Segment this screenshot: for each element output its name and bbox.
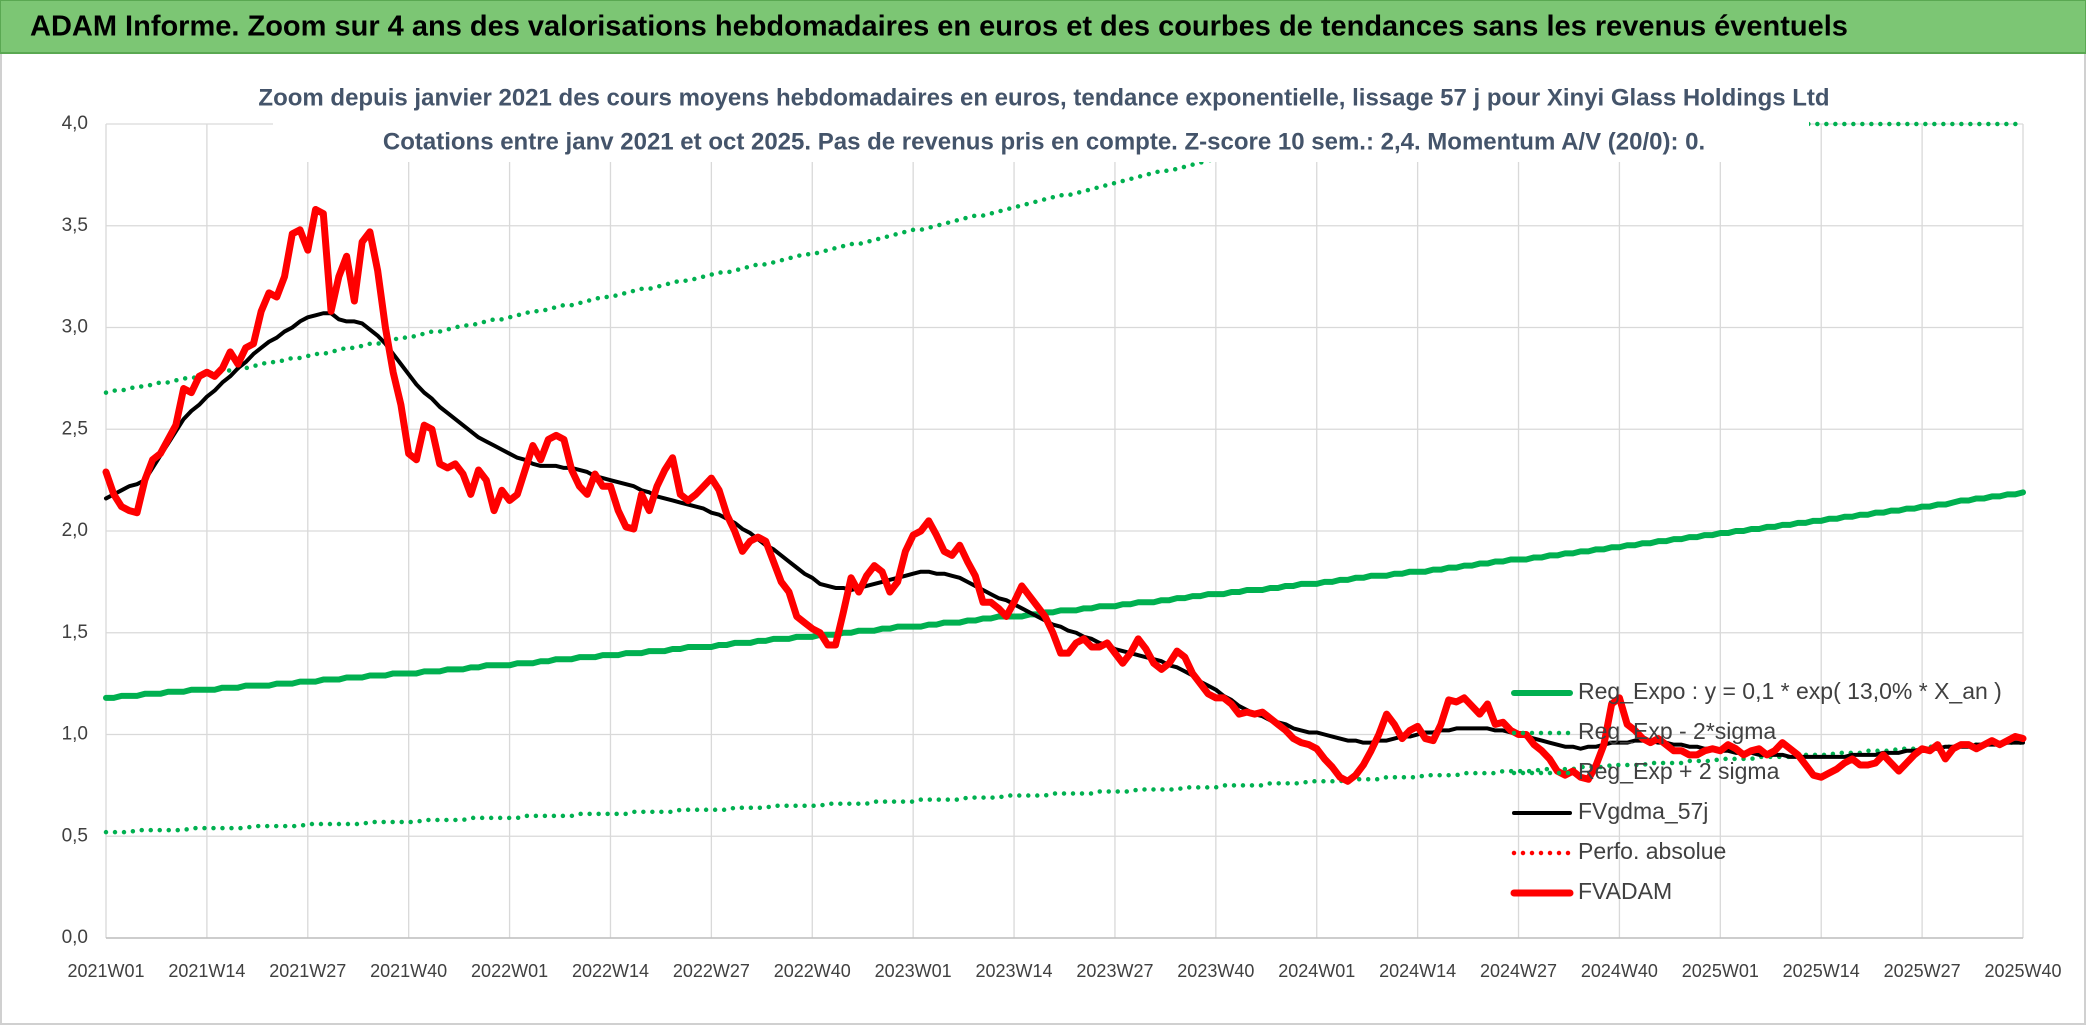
header-title: ADAM Informe. Zoom sur 4 ans des valoris… — [30, 11, 1848, 43]
x-tick-label: 2025W14 — [1783, 961, 1860, 981]
x-tick-label: 2022W14 — [572, 961, 649, 981]
x-tick-label: 2025W27 — [1884, 961, 1961, 981]
y-tick-label: 4,0 — [62, 113, 88, 134]
x-tick-label: 2024W01 — [1278, 961, 1355, 981]
legend-label: Reg_Exp + 2 sigma — [1578, 758, 1780, 784]
x-tick-label: 2023W40 — [1177, 961, 1254, 981]
legend-label: Perfo. absolue — [1578, 838, 1726, 864]
plot-area: 0,0 0,5 1,0 1,5 2,0 2,5 3,0 3,5 4,0 2021W01 2021W1… — [62, 113, 2062, 981]
chart-subtitle: Cotations entre janv 2021 et oct 2025. P… — [383, 128, 1705, 155]
header-bar — [0, 0, 2086, 54]
x-tick-label: 2021W01 — [67, 961, 144, 981]
legend-label: FVADAM — [1578, 878, 1672, 904]
x-tick-label: 2024W14 — [1379, 961, 1456, 981]
x-tick-label: 2021W40 — [370, 961, 447, 981]
series-line — [102, 205, 2027, 785]
y-tick-label: 0,5 — [62, 825, 88, 846]
chart-title: Zoom depuis janvier 2021 des cours moyen… — [258, 84, 1829, 111]
x-tick-label: 2022W40 — [774, 961, 851, 981]
y-tick-label: 1,5 — [62, 622, 88, 643]
legend-label: Reg_Exp - 2*sigma — [1578, 718, 1776, 744]
y-tick-label: 0,0 — [62, 927, 88, 948]
x-tick-label: 2023W27 — [1076, 961, 1153, 981]
x-tick-label: 2023W14 — [976, 961, 1053, 981]
x-tick-label: 2024W40 — [1581, 961, 1658, 981]
x-tick-label: 2021W14 — [168, 961, 245, 981]
legend: Reg_Expo : y = 0,1 * exp( 13,0% * X_an )… — [1510, 678, 2002, 904]
legend-label: Reg_Expo : y = 0,1 * exp( 13,0% * X_an ) — [1578, 678, 2002, 704]
y-tick-label: 3,0 — [62, 317, 88, 338]
y-tick-label: 1,0 — [62, 724, 88, 745]
x-tick-label: 2025W40 — [1984, 961, 2061, 981]
legend-label: FVgdma_57j — [1578, 798, 1708, 824]
x-tick-label: 2022W01 — [471, 961, 548, 981]
x-tick-label: 2024W27 — [1480, 961, 1557, 981]
series-line — [103, 489, 2026, 701]
y-tick-label: 2,5 — [62, 418, 88, 439]
y-tick-label: 3,5 — [62, 215, 88, 236]
x-tick-label: 2021W27 — [269, 961, 346, 981]
x-tick-label: 2022W27 — [673, 961, 750, 981]
title-box — [273, 80, 1809, 162]
y-tick-label: 2,0 — [62, 520, 88, 541]
x-tick-label: 2023W01 — [875, 961, 952, 981]
series-line — [103, 740, 2026, 835]
x-tick-label: 2025W01 — [1682, 961, 1759, 981]
